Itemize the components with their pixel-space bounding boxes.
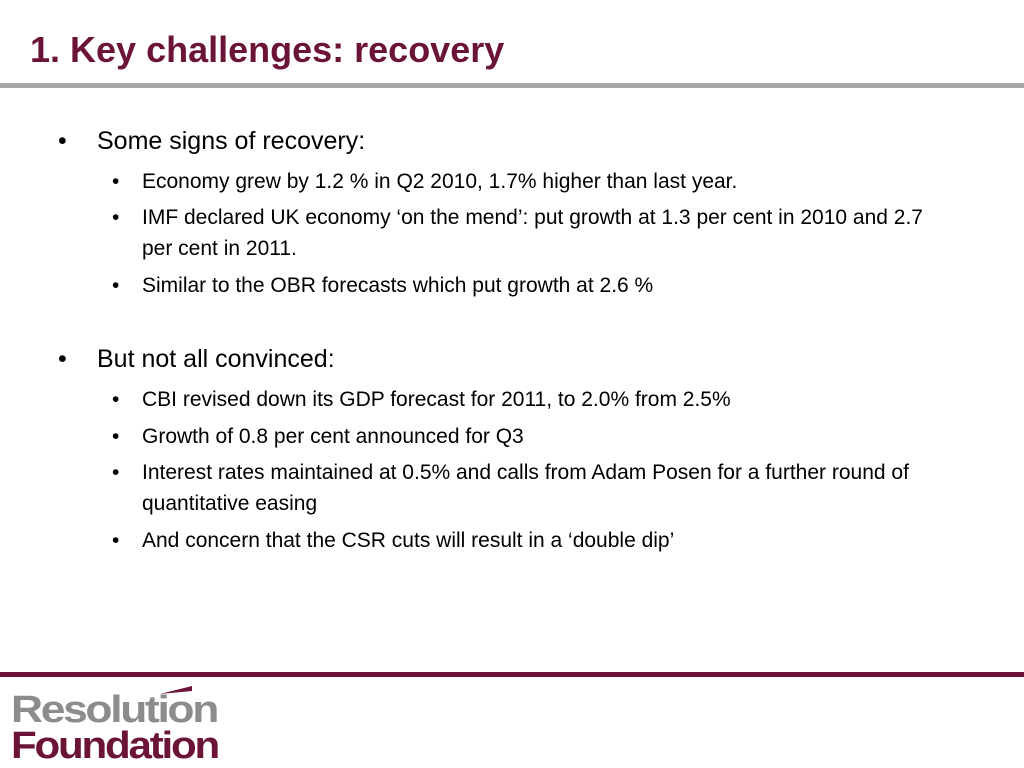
bullet-icon: • [112,461,120,484]
bullet-icon: • [112,529,120,552]
list-item-text: Economy grew by 1.2 % in Q2 2010, 1.7% h… [142,170,738,193]
bullet-icon: • [112,388,120,411]
list-item-text: Growth of 0.8 per cent announced for Q3 [142,425,524,448]
section-heading-text: But not all convinced: [97,345,335,373]
list-item-text: Similar to the OBR forecasts which put g… [142,274,654,297]
bullet-icon: • [112,425,120,448]
logo-graphic: Resolution Foundation [11,686,220,762]
bullet-icon: • [112,206,120,229]
slide-title: 1. Key challenges: recovery [30,29,505,70]
logo-accent-icon [160,686,192,694]
resolution-foundation-logo: Resolution Foundation [10,686,225,762]
bullet-icon: • [58,127,67,155]
footer-divider [0,672,1024,677]
logo-line-2: Foundation [11,725,218,762]
logo-line-1: Resolution [11,689,217,731]
section-heading-text: Some signs of recovery: [97,127,366,155]
list-item-text: Interest rates maintained at 0.5% and ca… [142,461,909,515]
list-item-text: And concern that the CSR cuts will resul… [142,529,675,552]
bullet-icon: • [58,345,67,373]
list-item-text: IMF declared UK economy ‘on the mend’: p… [142,206,923,260]
list-item-text: CBI revised down its GDP forecast for 20… [142,388,731,411]
bullet-icon: • [112,170,120,193]
bullet-icon: • [112,274,120,297]
title-divider [0,83,1024,88]
